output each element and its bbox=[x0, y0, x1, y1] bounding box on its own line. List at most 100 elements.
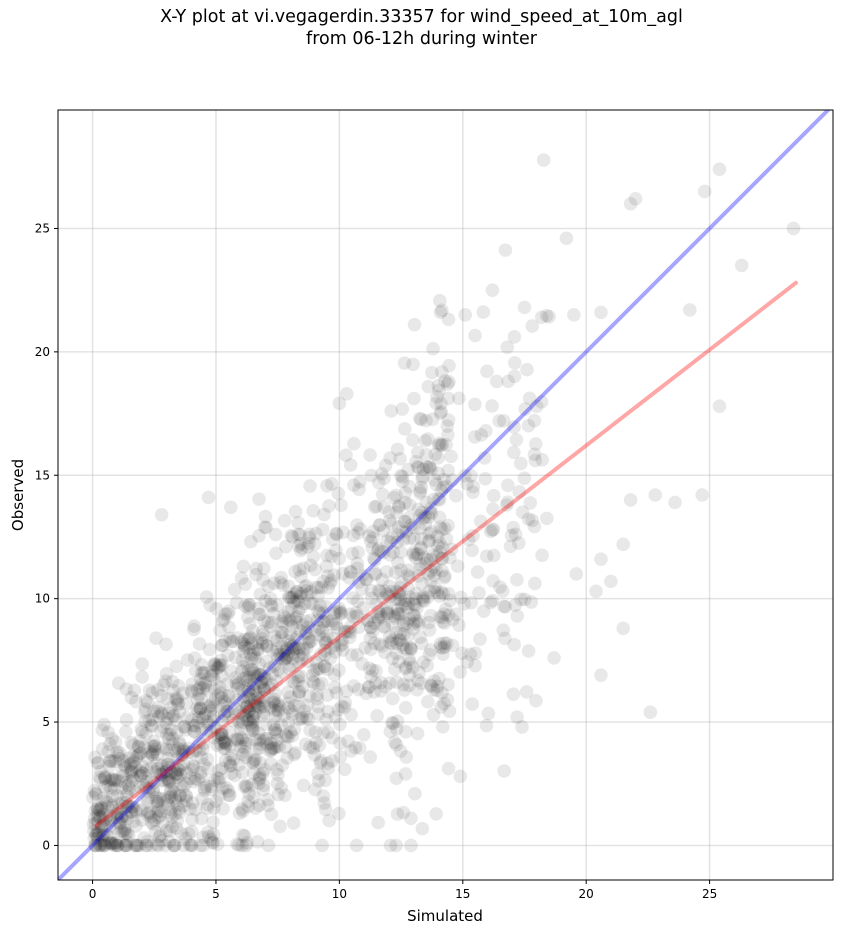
data-point bbox=[90, 756, 105, 770]
data-point bbox=[449, 488, 463, 503]
data-point bbox=[156, 768, 170, 783]
data-point bbox=[138, 714, 153, 729]
data-point bbox=[350, 648, 364, 662]
data-point bbox=[202, 642, 217, 657]
data-point bbox=[350, 556, 365, 571]
data-point bbox=[292, 685, 306, 700]
data-point bbox=[399, 725, 413, 739]
data-point bbox=[151, 794, 165, 809]
data-point bbox=[435, 438, 450, 452]
data-point bbox=[170, 697, 185, 712]
data-point bbox=[356, 601, 370, 615]
data-point bbox=[441, 413, 456, 427]
data-point bbox=[416, 655, 431, 669]
data-point bbox=[109, 821, 124, 835]
data-point bbox=[319, 599, 333, 614]
data-point bbox=[367, 685, 382, 699]
data-point bbox=[216, 741, 231, 756]
data-point bbox=[324, 614, 339, 628]
data-point bbox=[224, 634, 239, 649]
data-point bbox=[124, 764, 138, 779]
data-point bbox=[389, 838, 403, 853]
data-point bbox=[476, 604, 491, 618]
data-point bbox=[411, 569, 426, 583]
data-point bbox=[116, 754, 131, 768]
data-point bbox=[430, 390, 444, 404]
data-point bbox=[193, 838, 208, 853]
data-point bbox=[283, 613, 298, 628]
data-point bbox=[697, 184, 712, 199]
data-point bbox=[525, 319, 540, 333]
data-point bbox=[236, 660, 251, 674]
data-point bbox=[188, 718, 202, 733]
data-point bbox=[97, 814, 111, 828]
data-point bbox=[397, 356, 412, 370]
data-point bbox=[263, 744, 277, 758]
data-point bbox=[173, 758, 188, 773]
data-point bbox=[184, 762, 199, 777]
data-point bbox=[237, 779, 252, 794]
data-point bbox=[234, 664, 249, 678]
data-point bbox=[424, 564, 438, 578]
data-point bbox=[95, 723, 110, 738]
data-point bbox=[201, 490, 216, 505]
data-point bbox=[432, 436, 446, 451]
data-point bbox=[192, 735, 207, 750]
data-point bbox=[119, 838, 134, 853]
data-point bbox=[264, 677, 279, 692]
data-point bbox=[306, 741, 320, 755]
data-point bbox=[184, 838, 198, 853]
data-point bbox=[180, 710, 194, 725]
data-point bbox=[101, 744, 115, 759]
data-point bbox=[370, 708, 384, 723]
data-point bbox=[257, 669, 272, 684]
data-point bbox=[589, 584, 603, 599]
data-point bbox=[389, 505, 404, 519]
data-point bbox=[161, 773, 176, 788]
data-point bbox=[406, 545, 421, 560]
data-point bbox=[114, 809, 129, 824]
data-point bbox=[364, 669, 379, 684]
data-point bbox=[150, 804, 165, 819]
data-point bbox=[496, 623, 511, 637]
data-point bbox=[216, 698, 231, 713]
data-point bbox=[239, 838, 253, 853]
data-point bbox=[235, 653, 250, 668]
data-point bbox=[628, 192, 643, 206]
data-point bbox=[734, 258, 749, 273]
data-point bbox=[408, 786, 422, 801]
data-point bbox=[362, 661, 377, 676]
data-point bbox=[361, 613, 376, 628]
data-point bbox=[157, 720, 171, 735]
data-point bbox=[401, 462, 415, 477]
data-point bbox=[534, 310, 549, 325]
data-point bbox=[212, 789, 227, 803]
data-point bbox=[291, 669, 306, 684]
data-point bbox=[327, 668, 342, 682]
data-point bbox=[118, 826, 133, 841]
data-point bbox=[280, 685, 295, 700]
data-point bbox=[103, 773, 117, 788]
data-point bbox=[281, 590, 296, 604]
data-point bbox=[258, 509, 273, 524]
data-point bbox=[194, 657, 209, 672]
data-point bbox=[287, 698, 302, 713]
data-point bbox=[332, 396, 347, 411]
data-point bbox=[99, 795, 114, 810]
data-point bbox=[121, 798, 135, 813]
data-point bbox=[289, 584, 304, 599]
data-point bbox=[394, 575, 409, 590]
data-point bbox=[199, 779, 214, 793]
data-point bbox=[326, 631, 341, 646]
data-point bbox=[275, 758, 290, 773]
data-point bbox=[268, 527, 283, 542]
data-point bbox=[261, 579, 276, 594]
data-point bbox=[247, 677, 261, 692]
data-point bbox=[267, 692, 281, 707]
data-point bbox=[166, 709, 180, 724]
data-point bbox=[330, 527, 344, 542]
data-point bbox=[243, 630, 257, 645]
data-point bbox=[506, 520, 520, 535]
data-point bbox=[142, 683, 157, 698]
data-point bbox=[403, 656, 418, 670]
